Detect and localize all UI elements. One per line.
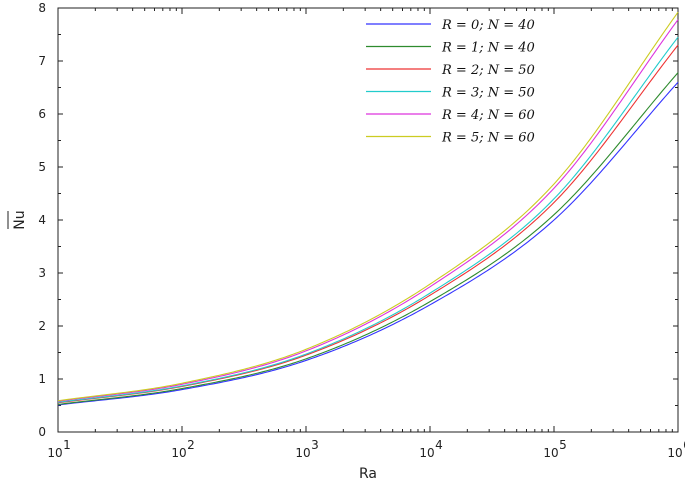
- x-tick-exponent: 2: [187, 438, 195, 452]
- legend-label-2: R = 2; N = 50: [441, 63, 535, 78]
- y-tick-label: 2: [38, 319, 46, 333]
- legend-label-1: R = 1; N = 40: [441, 41, 535, 56]
- x-tick-label: 10: [47, 446, 62, 460]
- series-line-1: [57, 72, 679, 405]
- series-line-5: [57, 11, 679, 402]
- y-tick-label: 3: [38, 266, 46, 280]
- y-tick-label: 5: [38, 160, 46, 174]
- legend-label-3: R = 3; N = 50: [441, 86, 535, 101]
- legend-label-0: R = 0; N = 40: [441, 18, 535, 33]
- y-axis-label: Nu: [12, 210, 28, 229]
- series-line-3: [57, 36, 679, 403]
- series-line-0: [57, 81, 679, 406]
- series-line-4: [57, 19, 679, 402]
- y-tick-label: 8: [38, 1, 46, 15]
- x-axis-label: Ra: [359, 466, 377, 482]
- y-tick-label: 7: [38, 54, 46, 68]
- y-tick-label: 4: [38, 213, 46, 227]
- x-tick-label: 10: [171, 446, 186, 460]
- y-tick-label: 0: [38, 425, 46, 439]
- x-tick-label: 10: [667, 446, 682, 460]
- x-tick-exponent: 1: [63, 438, 71, 452]
- x-tick-exponent: 4: [435, 438, 443, 452]
- x-tick-label: 10: [543, 446, 558, 460]
- series-line-2: [57, 44, 679, 404]
- plot-frame: [57, 7, 679, 433]
- x-tick-exponent: 5: [559, 438, 567, 452]
- legend-label-5: R = 5; N = 60: [441, 131, 535, 146]
- y-tick-label: 1: [38, 372, 46, 386]
- legend-label-4: R = 4; N = 60: [441, 108, 535, 123]
- x-tick-exponent: 6: [683, 438, 685, 452]
- y-tick-label: 6: [38, 107, 46, 121]
- x-tick-label: 10: [419, 446, 434, 460]
- x-tick-exponent: 3: [311, 438, 319, 452]
- x-tick-label: 10: [295, 446, 310, 460]
